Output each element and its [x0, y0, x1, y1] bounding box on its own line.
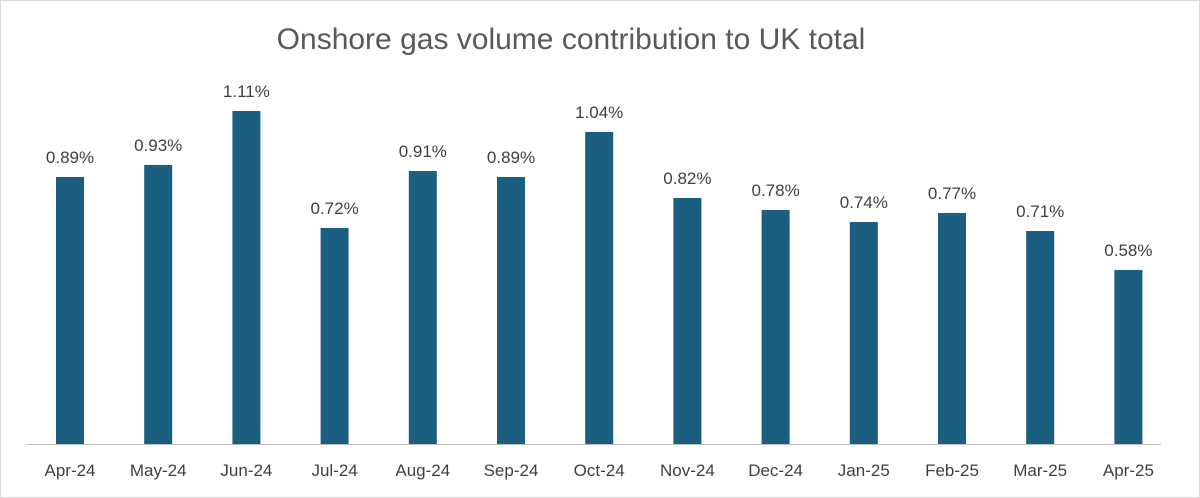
x-tick-label-dec-24: Dec-24 [748, 461, 803, 480]
data-label-mar-25: 0.71% [1016, 202, 1064, 221]
x-tick-label-feb-25: Feb-25 [925, 461, 979, 480]
x-tick-label-oct-24: Oct-24 [574, 461, 625, 480]
bar-dec-24 [761, 210, 790, 444]
data-label-jan-25: 0.74% [840, 193, 888, 212]
bar-jan-25 [849, 222, 878, 444]
data-label-jun-24: 1.11% [223, 82, 270, 101]
x-tick-label-may-24: May-24 [130, 461, 187, 480]
data-label-aug-24: 0.91% [399, 142, 447, 161]
data-label-apr-24: 0.89% [46, 148, 94, 167]
x-tick-label-jun-24: Jun-24 [220, 461, 272, 480]
bar-apr-25 [1114, 270, 1143, 444]
bar-oct-24 [585, 132, 614, 444]
bar-apr-24 [56, 177, 84, 444]
data-label-may-24: 0.93% [134, 136, 182, 155]
data-label-feb-25: 0.77% [928, 184, 976, 203]
bar-feb-25 [938, 213, 966, 444]
x-tick-label-nov-24: Nov-24 [660, 461, 715, 480]
bar-aug-24 [408, 171, 437, 444]
data-label-sep-24: 0.89% [487, 148, 535, 167]
bar-jul-24 [320, 228, 349, 444]
data-label-oct-24: 1.04% [575, 103, 623, 122]
x-tick-label-jul-24: Jul-24 [311, 461, 357, 480]
data-label-jul-24: 0.72% [310, 199, 358, 218]
x-tick-label-apr-25: Apr-25 [1103, 461, 1154, 480]
bar-mar-25 [1026, 231, 1055, 444]
bar-sep-24 [497, 177, 525, 444]
x-tick-label-apr-24: Apr-24 [44, 461, 95, 480]
bar-may-24 [144, 165, 173, 444]
x-tick-label-mar-25: Mar-25 [1013, 461, 1067, 480]
chart-title: Onshore gas volume contribution to UK to… [276, 23, 866, 56]
x-tick-label-aug-24: Aug-24 [395, 461, 450, 480]
data-label-dec-24: 0.78% [751, 181, 799, 200]
bar-nov-24 [673, 198, 702, 444]
data-label-apr-25: 0.58% [1104, 241, 1152, 260]
x-tick-label-jan-25: Jan-25 [838, 461, 890, 480]
x-tick-label-sep-24: Sep-24 [484, 461, 539, 480]
data-label-nov-24: 0.82% [663, 169, 711, 188]
bar-jun-24 [232, 111, 261, 444]
